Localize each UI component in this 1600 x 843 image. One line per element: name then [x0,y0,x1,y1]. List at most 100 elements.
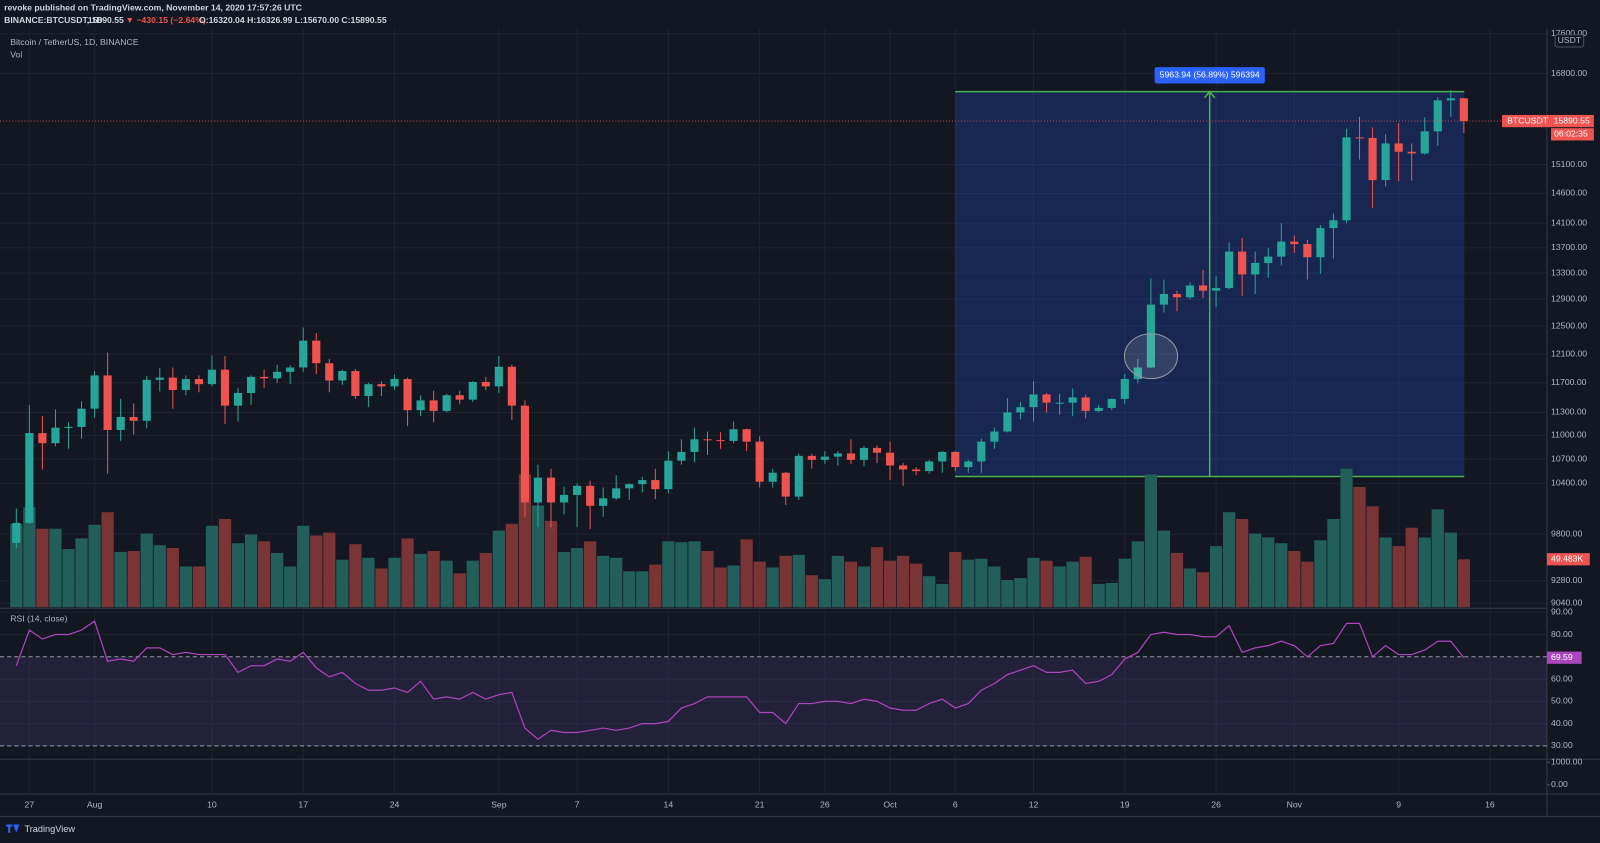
candle-body [1329,220,1338,229]
volume-bar [597,555,610,608]
y-tick-label: 90.00 [1551,607,1573,617]
volume-bar [883,560,897,608]
y-tick-label: 1000.00 [1551,757,1582,767]
candle-body [1055,402,1064,404]
x-tick-label: 26 [820,799,830,809]
candle-body [1133,367,1142,380]
ohlc: O:16320.04 H:16326.99 L:15670.00 C:15890… [199,15,387,25]
candle-body [951,451,960,468]
candle-body [1238,251,1247,275]
candle-body [260,376,269,379]
volume-bar [297,525,310,608]
volume-bar [1040,560,1053,608]
candle-body [390,379,399,387]
candle-body [573,485,582,495]
volume-bar [153,545,166,608]
volume-bar [649,564,662,608]
x-tick-label: 12 [1029,799,1039,809]
candle-body [990,431,999,442]
candle-body [638,480,647,485]
candle-body [364,384,373,396]
volume-bar [1144,474,1157,608]
x-tick-label: Sep [491,799,507,809]
candle-body [729,429,738,441]
volume-bar [805,575,818,608]
candle-body [1420,131,1429,154]
candle-body [481,381,490,387]
volume-bar [349,544,362,608]
volume-bar [831,555,845,608]
volume-bar [1170,552,1184,608]
annotation-circle [1123,333,1179,380]
candle-body [416,400,425,411]
candle-body [338,371,347,381]
volume-bar [1275,543,1288,608]
brand: TradingView [6,824,75,834]
volume-bar [1209,546,1223,608]
volume-bar [362,557,375,608]
volume-bar [870,547,884,608]
y-tick-label: 17600.00 [1551,28,1587,38]
y-tick-label: 13700.00 [1551,242,1587,252]
volume-bar [36,528,49,608]
candle-body [977,441,986,462]
volume-bar [949,551,962,608]
volume-bar [1262,537,1275,608]
volume-bar [1157,530,1171,608]
x-tick-label: 9 [1396,799,1401,809]
candle-body [1159,293,1168,305]
candle-body [1407,151,1416,154]
brand-name: TradingView [24,824,75,834]
volume-bar [101,512,114,608]
volume-bar [1431,509,1444,608]
y-tick-label: 14100.00 [1551,218,1587,228]
volume-bar [753,561,766,608]
volume-bar [1183,568,1197,608]
volume-bar [1457,559,1470,608]
candle-body [312,340,321,364]
volume-bar [779,555,792,608]
candle-body [1068,397,1077,403]
volume-bar [727,565,740,608]
candle-body [168,377,177,391]
volume-bar [1027,557,1040,608]
candle-body [90,375,99,409]
y-tick-label: 50.00 [1551,696,1573,706]
candle-body [559,494,569,503]
volume-bar [766,567,779,608]
x-tick-label: 24 [390,799,400,809]
candle-body [690,439,699,452]
candle-body [964,461,973,468]
volume-bar [1327,519,1340,608]
x-tick-label: 26 [1211,799,1221,809]
volume-bar [518,474,532,608]
candle-body [181,379,190,391]
volume-bar [114,551,127,608]
candle-body [794,455,803,497]
volume-bar [584,541,597,608]
x-tick-label: Oct [883,799,897,809]
volume-bar [557,551,571,608]
candle-body [768,472,777,482]
volume-bar [375,568,388,608]
candle-body [755,441,764,482]
candle-body [194,379,203,385]
volume-bar [49,528,62,608]
volume-bar [166,548,179,608]
volume-bar [23,507,36,608]
volume-bar [284,566,297,608]
rsi-title: RSI (14, close) [10,614,67,624]
volume-bar [570,548,584,608]
volume-bar [323,532,336,608]
chart-title: Bitcoin / TetherUS, 1D, BINANCE [10,37,139,47]
candle-body [103,375,112,431]
candle-body [129,416,138,421]
candle-body [1120,379,1129,399]
volume-bar [1196,572,1210,608]
y-tick-label: 12900.00 [1551,294,1587,304]
candle-body [51,427,60,444]
volume-bar [479,552,492,608]
candle-body [38,433,47,444]
candle-body [533,477,543,503]
volume-bar [218,519,232,608]
